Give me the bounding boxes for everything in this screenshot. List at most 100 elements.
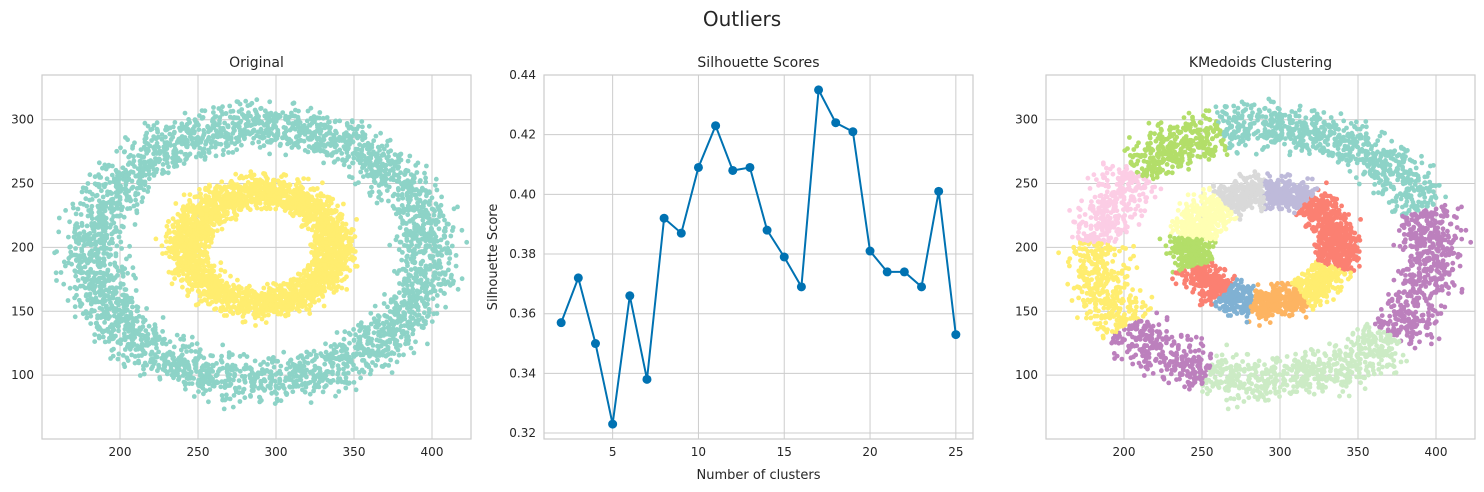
scatter-point — [198, 139, 204, 145]
scatter-point — [191, 144, 197, 150]
scatter-point — [189, 334, 195, 340]
scatter-point — [142, 120, 148, 126]
scatter-point — [76, 297, 82, 303]
scatter-point — [423, 175, 428, 181]
scatter-point — [385, 352, 391, 357]
scatter-point — [430, 247, 435, 252]
scatter-point — [100, 334, 106, 340]
scatter-point — [436, 258, 442, 263]
scatter-point — [428, 218, 434, 224]
scatter-point — [183, 386, 188, 392]
scatter-point — [131, 203, 137, 209]
scatter-point — [72, 229, 77, 235]
scatter-point — [130, 143, 136, 149]
scatter-point — [390, 328, 396, 334]
scatter-point — [116, 323, 121, 329]
scatter-point — [122, 149, 127, 155]
scatter-point — [109, 322, 115, 327]
scatter-point — [320, 389, 326, 395]
scatter-point — [179, 352, 185, 358]
scatter-point — [306, 137, 312, 142]
scatter-point — [347, 137, 352, 143]
scatter-point — [133, 275, 138, 281]
scatter-point — [219, 393, 225, 398]
scatter-point — [290, 101, 296, 106]
scatter-point — [116, 234, 122, 240]
scatter-point — [95, 247, 101, 253]
scatter-point — [99, 280, 105, 286]
scatter-point — [105, 192, 110, 198]
scatter-point — [308, 303, 314, 309]
scatter-point — [394, 307, 400, 313]
scatter-point — [120, 165, 126, 171]
scatter-point — [120, 317, 125, 322]
scatter-point — [413, 339, 418, 345]
scatter-point — [394, 338, 400, 344]
scatter-point — [83, 309, 89, 314]
scatter-point — [170, 356, 176, 361]
scatter-point — [92, 308, 97, 314]
scatter-point — [432, 270, 438, 275]
scatter-point — [415, 238, 421, 244]
scatter-point — [371, 330, 377, 336]
scatter-point — [137, 373, 143, 378]
scatter-point — [87, 197, 92, 203]
scatter-point — [314, 135, 320, 141]
scatter-point — [242, 127, 247, 132]
scatter-point — [258, 106, 263, 111]
scatter-point — [58, 270, 64, 275]
scatter-point — [144, 150, 150, 156]
scatter-point — [113, 253, 119, 259]
scatter-point — [231, 393, 237, 398]
scatter-point — [269, 360, 275, 365]
scatter-point — [138, 185, 144, 191]
scatter-point — [386, 363, 392, 368]
scatter-point — [323, 124, 328, 130]
scatter-point — [307, 391, 313, 397]
scatter-point — [78, 201, 83, 206]
scatter-point — [406, 199, 412, 205]
scatter-point — [170, 216, 176, 222]
scatter-point — [97, 223, 103, 228]
scatter-point — [350, 160, 355, 166]
scatter-point — [381, 301, 387, 306]
scatter-point — [375, 343, 380, 349]
scatter-point — [376, 352, 382, 357]
scatter-point — [127, 243, 132, 249]
scatter-point — [334, 356, 340, 362]
scatter-point — [95, 182, 100, 187]
scatter-point — [202, 297, 208, 303]
scatter-point — [415, 290, 421, 296]
scatter-point — [218, 133, 224, 139]
scatter-point — [237, 399, 243, 404]
scatter-point — [299, 353, 304, 358]
scatter-point — [364, 172, 370, 178]
scatter-point — [133, 347, 139, 352]
scatter-point — [100, 194, 106, 200]
scatter-point — [425, 267, 431, 272]
scatter-point — [269, 376, 274, 382]
scatter-point — [206, 367, 212, 373]
scatter-point — [433, 176, 439, 182]
scatter-point — [123, 173, 128, 178]
scatter-point — [210, 123, 216, 128]
scatter-point — [288, 357, 294, 363]
scatter-point — [344, 287, 350, 292]
scatter-point — [177, 367, 182, 373]
scatter-point — [225, 143, 231, 148]
scatter-point — [270, 355, 276, 361]
scatter-point — [334, 349, 339, 355]
scatter-point — [61, 259, 67, 265]
scatter-point — [399, 257, 405, 263]
scatter-point — [329, 361, 335, 367]
scatter-point — [413, 192, 419, 198]
scatter-point — [206, 150, 212, 155]
scatter-point — [317, 366, 323, 372]
scatter-point — [90, 226, 96, 232]
scatter-point — [220, 152, 226, 158]
scatter-point — [429, 255, 435, 261]
scatter-point — [373, 363, 379, 368]
scatter-point — [408, 345, 414, 351]
scatter-point — [328, 378, 334, 384]
scatter-point — [195, 380, 201, 385]
